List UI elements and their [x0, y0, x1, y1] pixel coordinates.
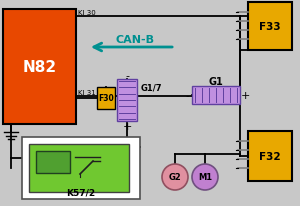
Bar [36, 151, 70, 173]
Bar [117, 80, 137, 121]
Text: CAN-B: CAN-B [116, 35, 154, 45]
Text: F30: F30 [98, 94, 114, 103]
Bar [29, 144, 129, 192]
Text: +: + [240, 91, 250, 101]
Circle shape [192, 164, 218, 190]
Bar [192, 87, 240, 104]
Text: G1/7: G1/7 [141, 83, 163, 92]
Bar [248, 131, 292, 181]
Text: F32: F32 [259, 151, 281, 161]
Text: K57/2: K57/2 [66, 188, 96, 197]
Text: -: - [125, 71, 129, 81]
Bar [248, 3, 292, 51]
Text: +: + [122, 121, 132, 131]
Bar [22, 137, 140, 199]
Circle shape [162, 164, 188, 190]
Text: G2: G2 [169, 173, 182, 182]
Bar [97, 88, 115, 109]
Text: KI 30: KI 30 [78, 10, 96, 16]
Text: G1: G1 [208, 77, 224, 87]
Text: KI 31: KI 31 [78, 90, 96, 96]
Text: N82: N82 [22, 60, 57, 75]
Bar [3, 10, 76, 124]
Text: M1: M1 [198, 173, 212, 182]
Text: -: - [185, 91, 189, 101]
Text: F33: F33 [259, 22, 281, 32]
